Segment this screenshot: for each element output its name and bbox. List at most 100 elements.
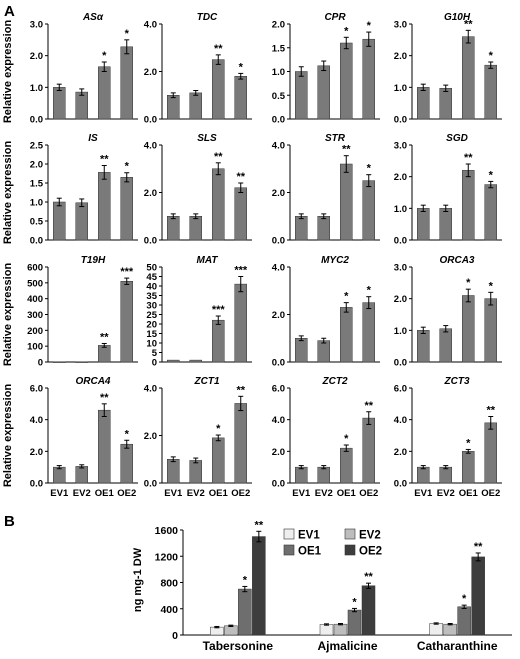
y-tick-label: 800 [160, 578, 178, 590]
legend-swatch-oe1 [283, 544, 295, 556]
bar-oe1 [457, 606, 471, 636]
significance-mark: ** [100, 331, 109, 343]
bar [295, 71, 308, 120]
x-tick-label: OE2 [481, 488, 500, 499]
y-tick-label: 1.0 [30, 83, 43, 94]
bar [167, 95, 180, 120]
y-tick-label: 3.0 [394, 20, 407, 31]
bar [212, 437, 225, 484]
y-tick-label: 0.0 [394, 358, 407, 369]
y-tick-label: 2.0 [30, 51, 43, 62]
x-tick-label: EV1 [414, 488, 433, 499]
x-tick-label: EV1 [292, 488, 311, 499]
subplot-title: ORCA4 [75, 376, 110, 387]
bar [75, 466, 88, 484]
y-tick-label: 4.0 [144, 141, 157, 152]
legend-label-oe1: OE1 [298, 546, 322, 558]
bar-oe1 [347, 609, 362, 636]
panel-a-label: A [4, 3, 15, 20]
y-tick-label: 100 [27, 342, 43, 353]
bar [53, 361, 66, 363]
x-tick-label: EV2 [187, 488, 205, 499]
y-tick-label: 6.0 [394, 384, 407, 395]
y-tick-label: 0.0 [30, 115, 43, 126]
significance-mark: * [125, 428, 130, 440]
y-tick-label: 0.5 [30, 217, 44, 228]
bar-ev1 [429, 623, 443, 636]
y-tick-label: 3.0 [30, 20, 43, 31]
x-tick-label: OE1 [209, 488, 229, 499]
significance-mark: * [367, 163, 372, 175]
bar [189, 216, 202, 241]
significance-mark: ** [100, 392, 109, 404]
y-tick-label: 20 [146, 320, 157, 331]
subplot-title: SLS [197, 133, 217, 144]
significance-mark: * [462, 593, 467, 605]
x-tick-label: Catharanthine [417, 639, 498, 653]
bar [120, 177, 133, 241]
y-tick-label: 400 [160, 604, 178, 616]
y-tick-label: 4.0 [394, 415, 407, 426]
bar [439, 466, 452, 484]
bar [417, 208, 430, 241]
significance-mark: * [125, 161, 130, 173]
bar-ev1 [210, 626, 224, 636]
bar [53, 87, 66, 120]
legend-label-oe2: OE2 [359, 546, 382, 558]
significance-mark: ** [364, 571, 373, 583]
significance-mark: * [344, 291, 349, 303]
subplot-title: SGD [446, 133, 468, 144]
y-tick-label: 1600 [155, 525, 179, 537]
significance-mark: ** [364, 400, 373, 412]
y-tick-label: 1.0 [394, 83, 407, 94]
significance-mark: *** [212, 304, 226, 316]
y-tick-label: 2.0 [30, 447, 43, 458]
bar [417, 87, 430, 120]
bar [484, 64, 497, 120]
bar-ev2 [333, 623, 348, 636]
bar [53, 201, 66, 241]
bar [462, 170, 475, 241]
bar [439, 208, 452, 241]
subplot-title: MAT [197, 255, 219, 266]
bar [212, 168, 225, 241]
bar-ev2 [224, 625, 238, 636]
bar [167, 459, 180, 484]
y-tick-label: 0.0 [272, 115, 285, 126]
significance-mark: * [216, 423, 221, 435]
y-tick-label: 1.0 [394, 204, 407, 215]
x-tick-label: OE1 [95, 488, 115, 499]
x-tick-label: EV2 [437, 488, 455, 499]
significance-mark: * [466, 437, 471, 449]
bar [98, 345, 111, 363]
bar [234, 187, 247, 241]
bar [295, 216, 308, 241]
bar [234, 76, 247, 120]
legend-label-ev1: EV1 [298, 530, 320, 542]
bar [417, 330, 430, 363]
significance-mark: * [344, 25, 349, 37]
x-tick-label: EV1 [50, 488, 69, 499]
legend-label-ev2: EV2 [359, 530, 381, 542]
bar [98, 409, 111, 484]
bar [317, 466, 330, 484]
legend-swatch-oe2 [344, 544, 356, 556]
subplot-title: ZCT1 [194, 376, 220, 387]
significance-mark: ** [100, 154, 109, 166]
bar [362, 180, 375, 241]
y-tick-label: 5 [152, 348, 158, 359]
y-tick-label: 2.0 [272, 447, 285, 458]
y-tick-label: 2.0 [394, 172, 407, 183]
y-tick-label: 1.5 [272, 43, 286, 54]
y-tick-label: 10 [146, 339, 157, 350]
y-tick-label: 0.0 [272, 358, 285, 369]
bar [167, 216, 180, 241]
y-tick-label: 500 [27, 278, 43, 289]
y-tick-label: 2.0 [30, 160, 43, 171]
y-tick-label: 0.0 [272, 479, 285, 490]
panel-b-label: B [4, 513, 15, 530]
y-tick-label: 200 [27, 326, 43, 337]
